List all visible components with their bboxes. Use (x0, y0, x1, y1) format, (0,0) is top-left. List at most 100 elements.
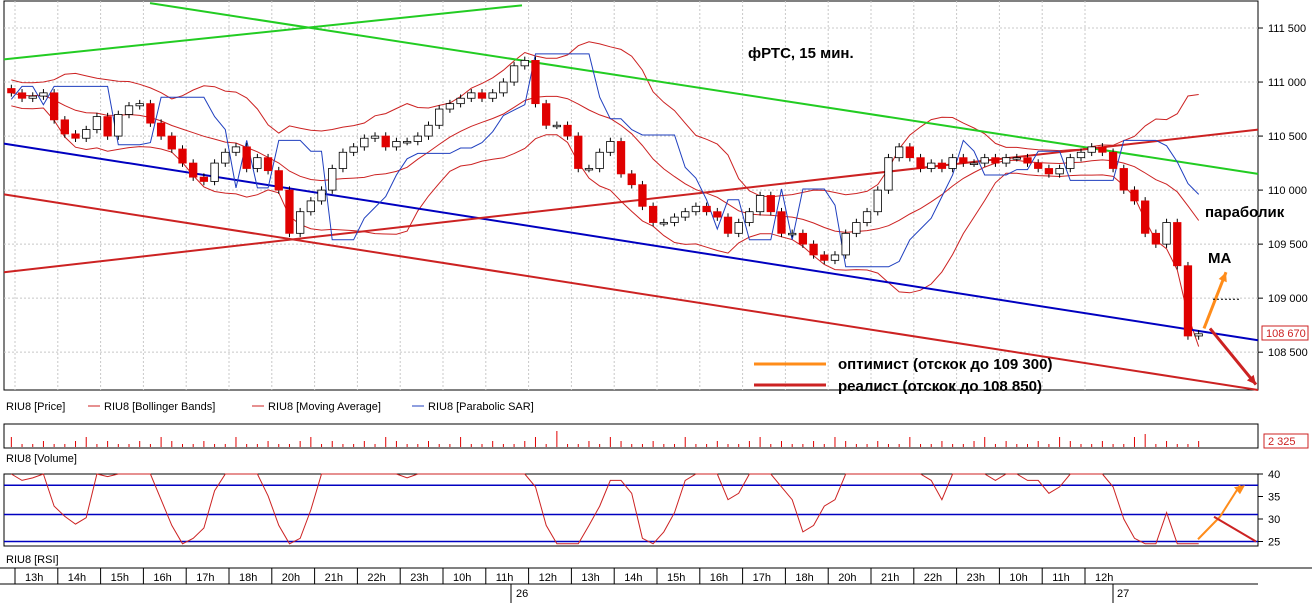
realist-arrow-shaft (1208, 327, 1258, 386)
candle-down (49, 92, 59, 121)
rsi-label: RIU8 [RSI] (6, 554, 59, 566)
candle-down (777, 211, 786, 234)
candle-up (392, 141, 401, 148)
candle-up (1066, 157, 1075, 169)
optimist-arrow-head (1218, 272, 1227, 283)
candle-up (28, 95, 37, 99)
chart-title: фРТС, 15 мин. (748, 45, 854, 62)
candle-down (285, 189, 294, 234)
candle-up (413, 135, 422, 142)
candle-up (338, 151, 348, 169)
candle-down (766, 195, 775, 213)
legend-ma: RIU8 [Moving Average] (268, 401, 381, 413)
volume-label: RIU8 [Volume] (6, 453, 77, 465)
candle-up (1087, 146, 1096, 153)
candle-up (681, 211, 690, 218)
candle-up (306, 200, 315, 213)
volume-bars (10, 431, 1200, 447)
candle-up (435, 108, 444, 126)
rsi-tick-label: 25 (1268, 537, 1280, 549)
time-tick-label: 18h (795, 572, 813, 584)
candle-up (927, 162, 936, 169)
rsi-tick-label: 35 (1268, 492, 1280, 504)
time-tick-label: 22h (924, 572, 942, 584)
bollinger-bands (11, 41, 1200, 347)
candle-down (199, 176, 209, 182)
candle-up (1194, 333, 1203, 337)
candle-up (734, 222, 743, 234)
candle-down (723, 216, 733, 234)
candle-up (1162, 222, 1171, 245)
candle-down (167, 135, 176, 150)
time-tick-label: 20h (282, 572, 300, 584)
candle-down (1141, 200, 1150, 234)
rsi-tick-label: 30 (1268, 514, 1280, 526)
parabolic-sar (10, 53, 1200, 268)
candle-up (253, 157, 262, 169)
time-tick-label: 15h (111, 572, 129, 584)
volume-value: 2 325 (1268, 436, 1296, 448)
candle-down (103, 116, 112, 137)
candle-down (7, 88, 16, 94)
candle-up (980, 157, 989, 164)
candle-up (788, 232, 797, 236)
time-tick-label: 16h (153, 572, 171, 584)
candle-down (17, 92, 27, 99)
realist-arrow-head (1246, 374, 1256, 385)
time-tick-label: 17h (753, 572, 771, 584)
optimist-label: оптимист (отскок до 109 300) (838, 356, 1052, 373)
candle-down (702, 205, 711, 213)
candle-up (124, 105, 134, 115)
candle-up (520, 60, 529, 67)
time-tick-label: 22h (367, 572, 385, 584)
candle-up (39, 92, 48, 97)
candle-up (830, 254, 840, 261)
time-tick-label: 14h (68, 572, 86, 584)
candle-up (467, 92, 476, 99)
candle-up (841, 232, 850, 256)
candle-up (670, 216, 679, 223)
candle-up (1076, 151, 1086, 159)
candle-down (937, 162, 947, 169)
rsi-y-ticks: 40 35 30 25 (1258, 469, 1280, 549)
moving-average-line (11, 92, 1200, 233)
candle-up (328, 168, 337, 191)
candle-up (349, 146, 358, 153)
candle-down (809, 243, 818, 256)
time-tick-label: 23h (410, 572, 428, 584)
candle-up (745, 211, 754, 223)
time-tick-label: 10h (453, 572, 471, 584)
candle-down (616, 141, 626, 175)
candle-down (242, 146, 251, 169)
current-price-label: 108 670 (1266, 328, 1306, 340)
candle-up (499, 81, 508, 94)
rsi-line (11, 473, 1199, 545)
candle-up (755, 195, 765, 213)
candle-up (456, 97, 465, 105)
candle-down (1173, 222, 1182, 267)
candle-up (948, 157, 957, 169)
candle-up (445, 103, 455, 110)
candle-down (60, 119, 69, 135)
candle-up (317, 189, 326, 202)
ma-label: MA (1208, 250, 1231, 267)
forecast-arrows (1202, 271, 1258, 386)
rsi-realist-arrow (1213, 515, 1257, 543)
candle-up (114, 114, 123, 137)
candle-up (659, 222, 668, 225)
candle-up (969, 162, 979, 165)
candle-up (296, 211, 305, 234)
volume-value-box (1263, 433, 1309, 449)
y-tick-label: 110 000 (1268, 185, 1307, 197)
legend-price: RIU8 [Price] (6, 401, 65, 413)
candle-up (210, 162, 219, 182)
day-label-26: 26 (516, 588, 528, 600)
legend-sar: RIU8 [Parabolic SAR] (428, 401, 534, 413)
time-tick-label: 18h (239, 572, 257, 584)
green-trend-lower (149, 2, 1259, 175)
time-tick-label: 21h (325, 572, 343, 584)
candle-down (1151, 232, 1161, 245)
candle-down (263, 157, 273, 172)
time-tick-label: 14h (624, 572, 642, 584)
